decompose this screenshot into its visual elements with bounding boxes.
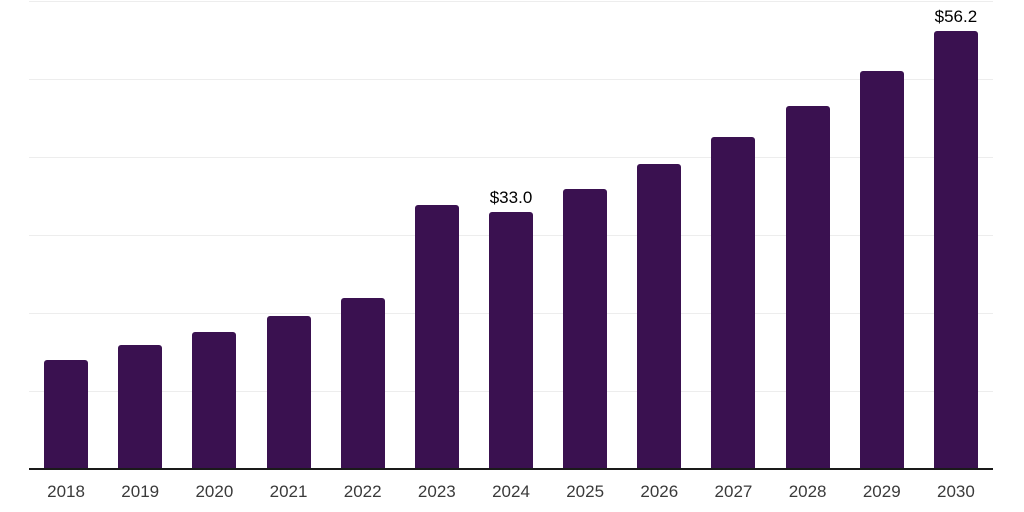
x-tick-label-2024: 2024 [492,482,530,501]
bar-2024 [489,211,533,469]
x-tick-label-2029: 2029 [862,482,901,501]
bar-2030 [933,30,978,469]
bar-2023 [414,205,459,469]
x-tick-label-2028: 2028 [788,482,827,501]
x-tick-label-2026: 2026 [640,482,679,501]
bar-2026 [637,164,682,469]
x-tick-label-2027: 2027 [714,482,753,501]
bar-value-label-2024: $33.0 [489,187,533,207]
x-tick-label-2022: 2022 [343,482,382,501]
gridline-40 [29,157,993,158]
bar-2028 [785,106,830,469]
x-tick-label-2025: 2025 [566,482,605,501]
x-tick-label-2023: 2023 [417,482,456,501]
bar-2027 [711,136,756,469]
bar-2025 [563,188,608,469]
gridline-50 [29,79,993,80]
x-tick-label-2018: 2018 [47,482,85,501]
bar-2018 [44,359,89,469]
bar-2029 [859,71,904,469]
x-tick-label-2021: 2021 [269,482,308,501]
bar-value-label-2030: $56.2 [934,6,978,26]
x-tick-label-2030: 2030 [937,482,975,501]
gridline-60 [29,1,993,2]
bar-2021 [266,316,311,469]
plot-area: $33.0 $56.2 [29,1,993,469]
x-axis-line [29,468,993,470]
bar-2020 [192,331,237,469]
x-tick-label-2019: 2019 [121,482,160,501]
bar-2022 [340,298,385,469]
bar-2019 [118,344,163,469]
x-tick-label-2020: 2020 [195,482,234,501]
